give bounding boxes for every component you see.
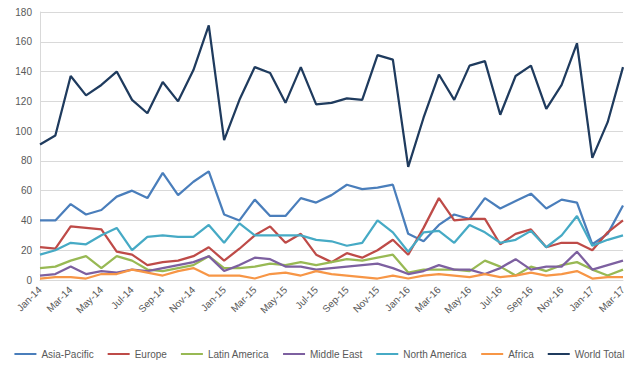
svg-text:Mar-16: Mar-16 <box>413 284 443 314</box>
svg-text:Sep-15: Sep-15 <box>320 284 351 315</box>
svg-text:20: 20 <box>21 245 33 256</box>
svg-text:Jan-15: Jan-15 <box>199 284 229 314</box>
svg-text:Nov-16: Nov-16 <box>535 284 566 315</box>
svg-text:May-15: May-15 <box>258 284 290 316</box>
svg-text:Jul-14: Jul-14 <box>109 284 136 311</box>
svg-text:North America: North America <box>403 349 467 360</box>
svg-text:Sep-14: Sep-14 <box>136 284 167 315</box>
svg-text:May-14: May-14 <box>74 284 106 316</box>
svg-text:Sep-16: Sep-16 <box>504 284 535 315</box>
svg-text:60: 60 <box>21 185 33 196</box>
svg-text:Nov-14: Nov-14 <box>167 284 198 315</box>
svg-text:140: 140 <box>15 66 32 77</box>
svg-text:Jul-15: Jul-15 <box>293 284 320 311</box>
svg-text:0: 0 <box>26 275 32 286</box>
svg-text:Asia-Pacific: Asia-Pacific <box>41 349 93 360</box>
svg-text:180: 180 <box>15 7 32 18</box>
svg-text:Jan-14: Jan-14 <box>15 284 45 314</box>
svg-text:Mar-17: Mar-17 <box>597 284 627 314</box>
svg-text:Mar-14: Mar-14 <box>44 284 74 314</box>
svg-text:80: 80 <box>21 155 33 166</box>
svg-text:World Total: World Total <box>575 349 625 360</box>
svg-text:Mar-15: Mar-15 <box>229 284 259 314</box>
svg-text:120: 120 <box>15 96 32 107</box>
svg-text:100: 100 <box>15 126 32 137</box>
svg-text:Nov-15: Nov-15 <box>351 284 382 315</box>
svg-text:Jan-17: Jan-17 <box>567 284 597 314</box>
svg-text:Jul-16: Jul-16 <box>477 284 504 311</box>
svg-text:Europe: Europe <box>135 349 168 360</box>
svg-text:Middle East: Middle East <box>310 349 362 360</box>
svg-text:May-16: May-16 <box>442 284 474 316</box>
svg-text:160: 160 <box>15 36 32 47</box>
svg-text:40: 40 <box>21 215 33 226</box>
svg-text:Africa: Africa <box>508 349 534 360</box>
svg-text:Jan-16: Jan-16 <box>383 284 413 314</box>
svg-text:Latin America: Latin America <box>208 349 269 360</box>
